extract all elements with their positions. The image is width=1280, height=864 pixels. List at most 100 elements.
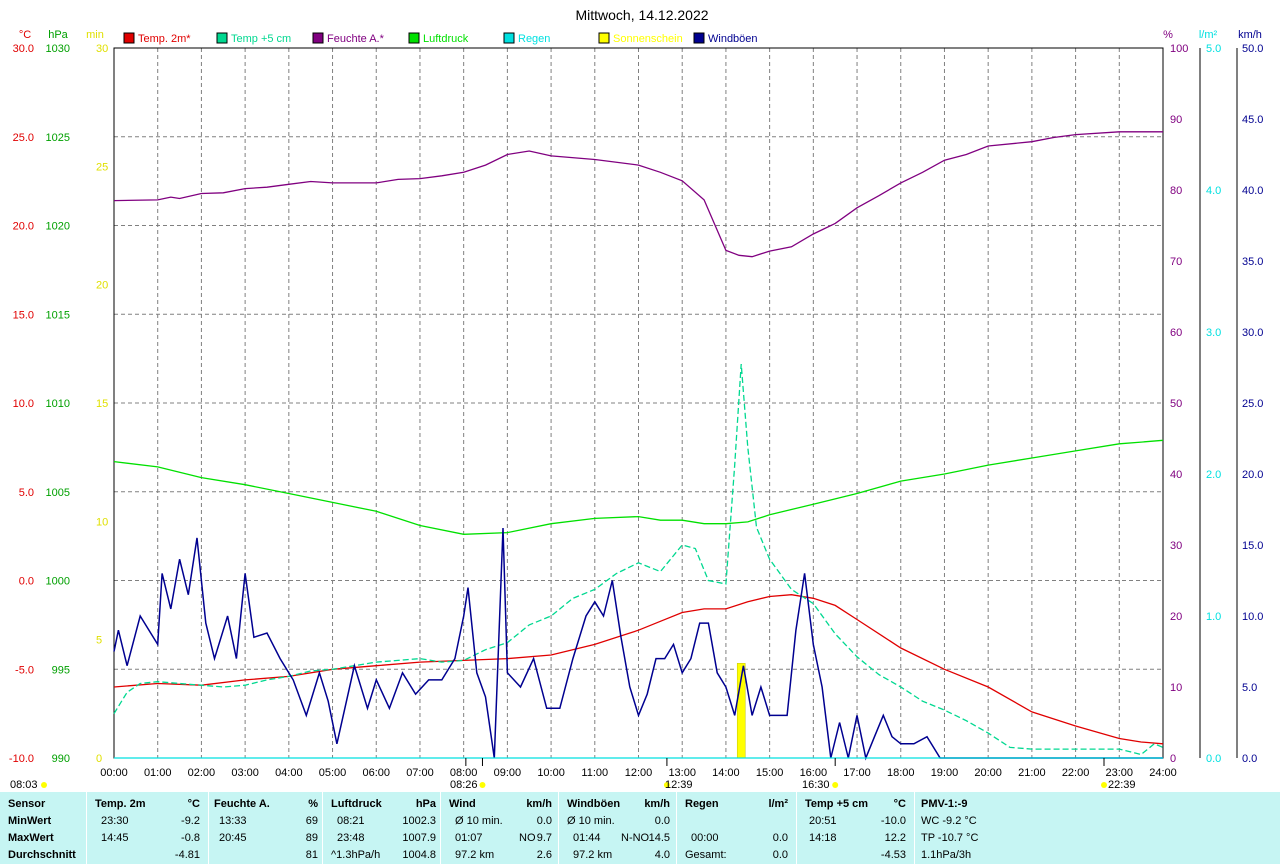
legend-swatch: [408, 32, 420, 44]
x-tick-label: 04:00: [275, 767, 303, 779]
x-tick-label: 12:00: [625, 767, 653, 779]
wind-section: Wind km/h Ø 10 min. 0.0 01:07 NO 9.7 97.…: [440, 792, 558, 864]
legend-label: Feuchte A.*: [327, 33, 385, 45]
axis-tick-label: 45.0: [1242, 114, 1263, 126]
avg-label: Durchschnitt: [8, 849, 76, 861]
axis-unit-label: l/m²: [1199, 29, 1218, 41]
pressure-title: Luftdruck: [331, 798, 382, 810]
x-tick-label: 22:00: [1062, 767, 1090, 779]
x-tick-label: 09:00: [494, 767, 522, 779]
sun-marker-label: 22:39: [1108, 779, 1136, 791]
axis-tick-label: 50: [1170, 398, 1182, 410]
legend-swatch: [503, 32, 515, 44]
x-tick-label: 06:00: [362, 767, 390, 779]
pmv-section: PMV-1:-9 WC -9.2 °C TP -10.7 °C 1.1hPa/3…: [914, 792, 1280, 864]
pressure-section: Luftdruck hPa 08:21 1002.3 23:48 1007.9 …: [322, 792, 440, 864]
temp5-avg-value: -4.53: [880, 849, 906, 861]
axis-tick-label: 2.0: [1206, 469, 1221, 481]
axis-tick-label: 10.0: [1242, 611, 1263, 623]
legend-label: Temp +5 cm: [231, 33, 291, 45]
sun-marker-dot: [832, 782, 839, 788]
axis-tick-label: 25: [96, 161, 108, 173]
gust-distance: 97.2 km: [573, 849, 613, 861]
x-tick-label: 02:00: [188, 767, 216, 779]
axis-tick-label: 15.0: [1242, 540, 1263, 552]
x-tick-label: 17:00: [843, 767, 871, 779]
min-label: MinWert: [8, 815, 52, 827]
temp5-max-value: 12.2: [884, 832, 906, 844]
pmv-pressure-trend: 1.1hPa/3h: [921, 849, 972, 861]
x-tick-label: 07:00: [406, 767, 434, 779]
axis-tick-label: 20.0: [13, 221, 34, 233]
axis-tick-label: 0.0: [19, 576, 34, 588]
series-line: [113, 131, 1163, 258]
axis-tick-label: 0.0: [1206, 753, 1221, 765]
axis-tick-label: 4.0: [1206, 185, 1221, 197]
axis-tick-label: 5: [96, 635, 102, 647]
humidity-min-value: 69: [305, 815, 318, 827]
axis-tick-label: 995: [52, 664, 70, 676]
axis-tick-label: 5.0: [1206, 43, 1221, 55]
series-line: [113, 439, 1164, 535]
legend-label: Sonnenschein: [613, 33, 683, 45]
axis-tick-label: 50.0: [1242, 43, 1263, 55]
axis-tick-label: 1025: [46, 132, 70, 144]
sun-marker-dot: [41, 782, 47, 788]
x-tick-label: 23:00: [1106, 767, 1134, 779]
axis-tick-label: 25.0: [13, 132, 34, 144]
legend-swatch: [693, 32, 705, 44]
pmv-windchill: WC -9.2 °C: [921, 815, 977, 827]
axis-tick-label: 1.0: [1206, 611, 1221, 623]
legend-swatch: [598, 32, 610, 44]
temp5-min-value: -10.0: [880, 815, 906, 827]
axis-tick-label: 1000: [46, 576, 70, 588]
temp-title: Temp. 2m: [95, 798, 146, 810]
legend-label: Regen: [518, 33, 550, 45]
x-tick-label: 00:00: [100, 767, 128, 779]
gust-title: Windböen: [567, 798, 621, 810]
gust-section: Windböen km/h Ø 10 min. 0.0 01:44 N-NO 1…: [558, 792, 676, 864]
axis-tick-label: 20: [96, 280, 108, 292]
gust-max-direction: N-NO: [621, 832, 650, 844]
pressure-max-time: 23:48: [337, 832, 365, 844]
pmv-title: PMV-1:-9: [921, 798, 968, 810]
series-line: [113, 527, 1163, 761]
axis-tick-label: 0: [1170, 753, 1176, 765]
sensor-section: Sensor MinWert MaxWert Durchschnitt: [0, 792, 86, 864]
wind-avg10-value: 0.0: [536, 815, 552, 827]
axis-tick-label: 15: [96, 398, 108, 410]
sun-marker-label: 08:03: [10, 779, 38, 791]
axis-tick-label: 1020: [46, 221, 70, 233]
pressure-max-value: 1007.9: [402, 832, 436, 844]
humidity-title: Feuchte A.: [214, 798, 270, 810]
x-tick-label: 13:00: [668, 767, 696, 779]
pmv-dewpoint: TP -10.7 °C: [921, 832, 979, 844]
wind-avg10-label: Ø 10 min.: [455, 815, 503, 827]
sun-marker-label: 16:30: [802, 779, 830, 791]
axis-tick-label: 80: [1170, 185, 1182, 197]
axis-tick-label: 20.0: [1242, 469, 1263, 481]
stats-footer: Sensor MinWert MaxWert Durchschnitt Temp…: [0, 792, 1280, 864]
axis-tick-label: 40: [1170, 469, 1182, 481]
sun-marker-dot: [479, 782, 486, 788]
humidity-min-time: 13:33: [219, 815, 247, 827]
legend-label: Luftdruck: [423, 33, 469, 45]
pressure-min-time: 08:21: [337, 815, 365, 827]
sun-marker-label: 12:39: [665, 779, 693, 791]
axis-tick-label: 35.0: [1242, 256, 1263, 268]
sun-marker-label: 08:26: [450, 779, 478, 791]
temp-max-time: 14:45: [101, 832, 129, 844]
pressure-trend: ^1.3hPa/h: [331, 849, 381, 861]
temp5-unit: °C: [893, 798, 906, 810]
wind-distance: 97.2 km: [455, 849, 495, 861]
chart-title: Mittwoch, 14.12.2022: [575, 7, 708, 23]
wind-max-direction: NO: [519, 832, 536, 844]
axis-tick-label: 1005: [46, 487, 70, 499]
axis-tick-label: 10: [96, 516, 108, 528]
temp5-title: Temp +5 cm: [805, 798, 869, 810]
x-tick-label: 10:00: [537, 767, 565, 779]
axis-unit-label: km/h: [1238, 29, 1262, 41]
gust-unit: km/h: [644, 798, 670, 810]
rain-max-value: 0.0: [772, 832, 788, 844]
wind-avg-value: 2.6: [536, 849, 552, 861]
